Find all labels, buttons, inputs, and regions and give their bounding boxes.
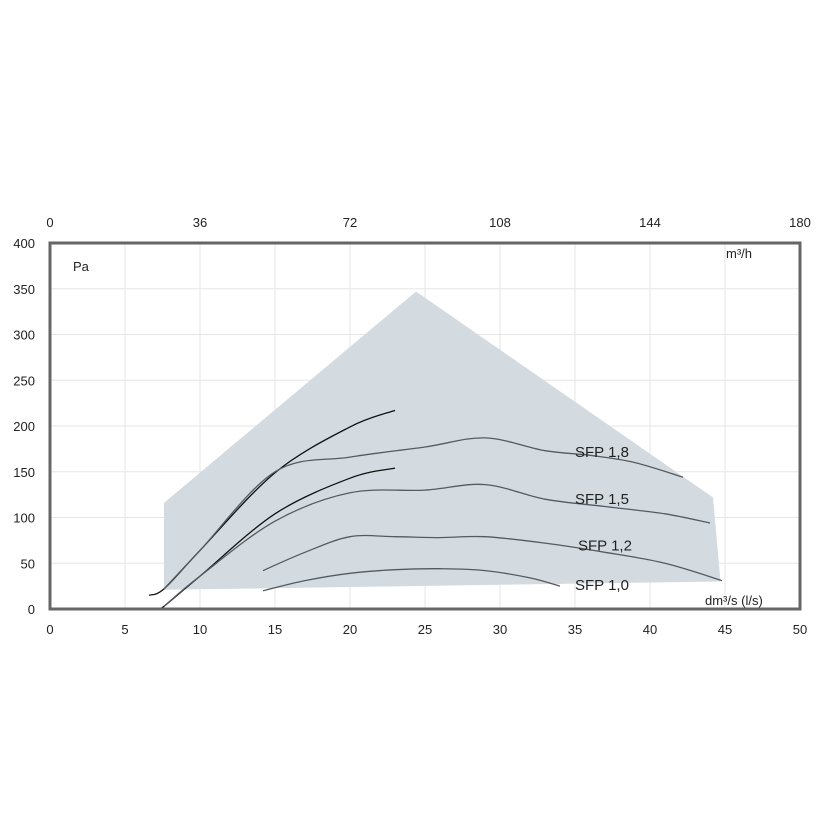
y-tick-label: 250	[13, 373, 35, 388]
system-curve	[148, 409, 396, 596]
system-curve	[157, 467, 396, 611]
sfp-curve-label: SFP 1,0	[575, 577, 629, 594]
operating-area-layer	[164, 291, 721, 590]
x-tick-label: 10	[193, 622, 207, 637]
plot-frame	[48, 241, 802, 611]
top-axis-unit-label: m³/h	[726, 246, 752, 261]
x-tick-label: 15	[268, 622, 282, 637]
x-tick-label: 45	[718, 622, 732, 637]
x-tick-label: 40	[643, 622, 657, 637]
top-axis-tick-label: 144	[639, 215, 661, 230]
y-axis-unit-label: Pa	[73, 259, 90, 274]
x-tick-label: 35	[568, 622, 582, 637]
labels-layer: SFP 1,8 SFP 1,5 SFP 1,2 SFP 1,0	[575, 444, 632, 594]
y-tick-label: 150	[13, 465, 35, 480]
y-tick-label: 50	[21, 556, 35, 571]
curves-layer	[148, 409, 723, 611]
sfp-curve	[262, 568, 561, 592]
x-tick-label: 25	[418, 622, 432, 637]
y-tick-label: 350	[13, 282, 35, 297]
x-tick-label: 50	[793, 622, 807, 637]
sfp-curve-label: SFP 1,2	[578, 537, 632, 554]
x-tick-label: 30	[493, 622, 507, 637]
top-axis-tick-label: 36	[193, 215, 207, 230]
y-tick-label: 200	[13, 419, 35, 434]
top-axis-tick-label: 180	[789, 215, 811, 230]
sfp-curve	[163, 437, 684, 590]
sfp-curve	[163, 483, 711, 607]
sfp-curve-label: SFP 1,5	[575, 491, 629, 508]
sfp-curve-label: SFP 1,8	[575, 444, 629, 461]
y-tick-label: 100	[13, 511, 35, 526]
x-axis-unit-label: dm³/s (l/s)	[705, 593, 763, 608]
operating-area	[164, 291, 721, 590]
sfp-curve	[262, 534, 723, 582]
top-axis-tick-label: 108	[489, 215, 511, 230]
y-tick-label: 400	[13, 236, 35, 251]
plot-frame-layer	[48, 241, 802, 611]
x-tick-label: 0	[46, 622, 53, 637]
top-axis-tick-label: 72	[343, 215, 357, 230]
y-tick-label: 300	[13, 328, 35, 343]
top-axis-tick-label: 0	[46, 215, 53, 230]
y-tick-label: 0	[28, 602, 35, 617]
x-tick-label: 20	[343, 622, 357, 637]
x-tick-label: 5	[121, 622, 128, 637]
tick-labels-layer: 0 5 10 15 20 25 30 35 40 45 50 0 50 100 150 200 250 300 35…	[13, 215, 811, 637]
